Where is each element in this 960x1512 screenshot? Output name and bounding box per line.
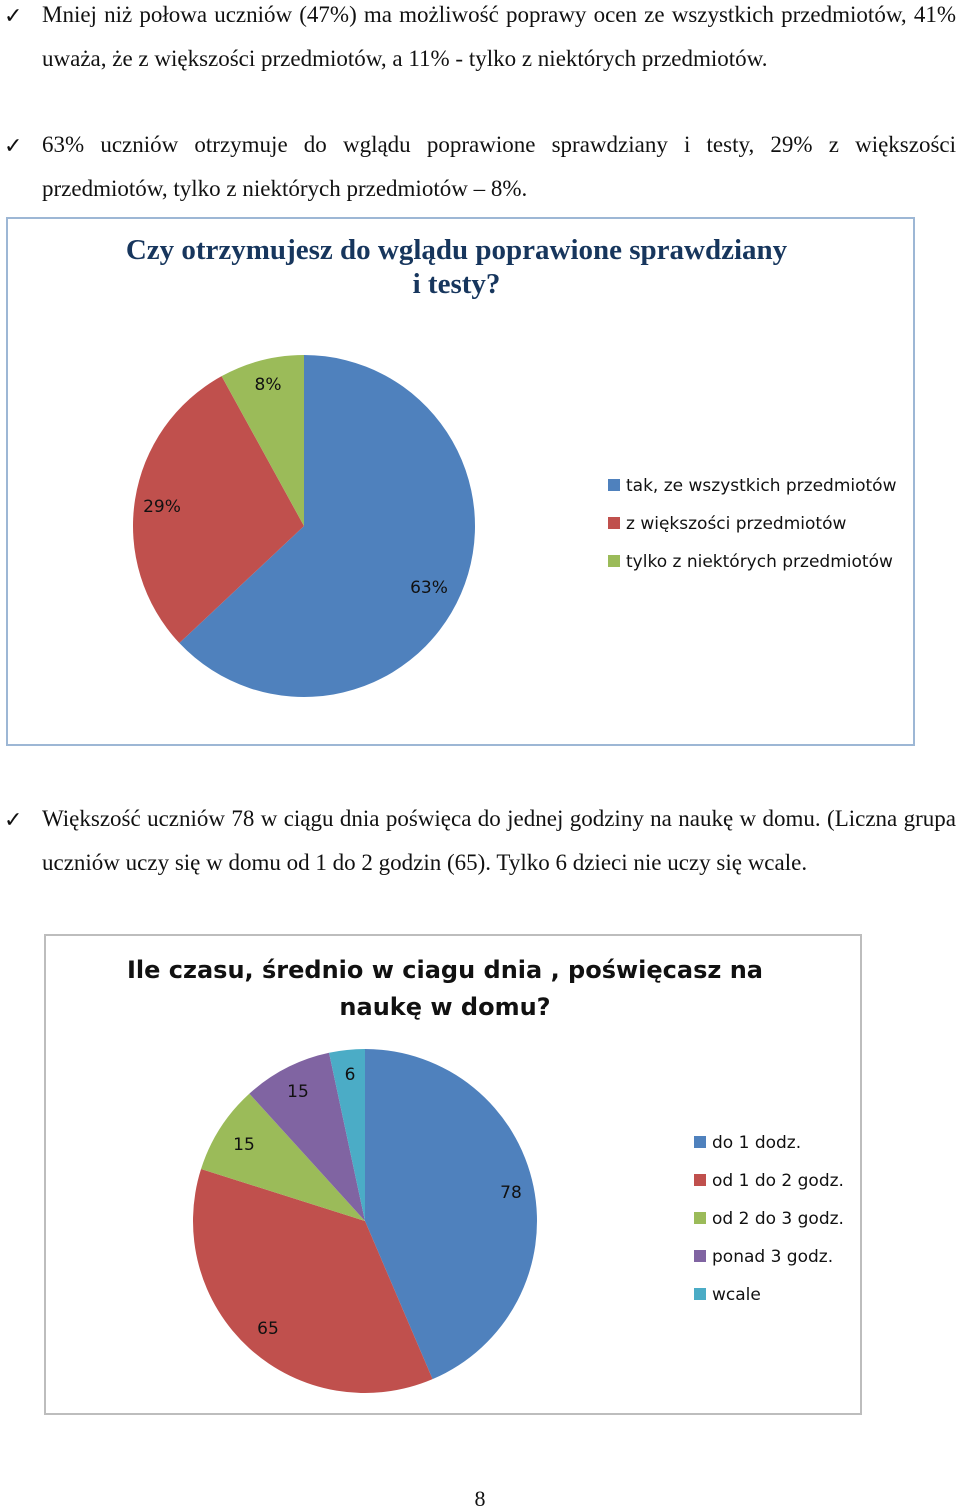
legend-swatch: [608, 555, 620, 567]
data-label-3: 15: [233, 1135, 255, 1155]
checkmark-icon: ✓: [4, 4, 23, 29]
legend-swatch: [694, 1212, 706, 1224]
legend-item: do 1 dodz.: [694, 1133, 801, 1153]
chart-study-time: Ile czasu, średnio w ciagu dnia , poświę…: [44, 934, 862, 1415]
legend-item: z większości przedmiotów: [608, 514, 846, 534]
legend-swatch: [694, 1136, 706, 1148]
data-label-4: 15: [287, 1082, 309, 1102]
chart-title: Ile czasu, średnio w ciagu dnia , poświę…: [36, 952, 854, 1026]
legend-label: z większości przedmiotów: [626, 514, 847, 534]
chart-title-line-1: Ile czasu, średnio w ciagu dnia , poświę…: [126, 956, 763, 984]
pie-chart: 63% 29% 8%: [133, 355, 476, 697]
pie-chart: 78 65 15 15 6: [193, 1049, 537, 1393]
chart-title-line-2: i testy?: [412, 268, 501, 300]
legend-label: tak, ze wszystkich przedmiotów: [626, 476, 897, 496]
chart-title-line-1: Czy otrzymujesz do wglądu poprawione spr…: [125, 234, 788, 266]
data-label-3: 8%: [255, 375, 282, 395]
legend-item: wcale: [694, 1285, 761, 1305]
chart-title-line-2: naukę w domu?: [339, 993, 551, 1021]
page-number: 8: [474, 1486, 486, 1511]
data-label-1: 78: [500, 1183, 522, 1203]
legend-swatch: [694, 1250, 706, 1262]
legend-label: od 2 do 3 godz.: [712, 1209, 844, 1229]
paragraph-text: Większość uczniów 78 w ciągu dnia poświę…: [42, 806, 956, 875]
legend-item: od 2 do 3 godz.: [694, 1209, 844, 1229]
pie-slice-2: [133, 376, 304, 644]
pie-slice-3: [201, 1093, 365, 1221]
legend-item: tylko z niektórych przedmiotów: [608, 552, 893, 572]
legend-item: od 1 do 2 godz.: [694, 1171, 844, 1191]
legend-item: ponad 3 godz.: [694, 1247, 833, 1267]
legend-label: od 1 do 2 godz.: [712, 1171, 844, 1191]
legend-swatch: [608, 479, 620, 491]
legend-label: tylko z niektórych przedmiotów: [626, 552, 893, 572]
legend-swatch: [608, 517, 620, 529]
data-label-5: 6: [345, 1065, 356, 1085]
legend-swatch: [694, 1288, 706, 1300]
data-label-2: 65: [257, 1319, 279, 1339]
legend-label: do 1 dodz.: [712, 1133, 802, 1153]
chart-corrected-tests: Czy otrzymujesz do wglądu poprawione spr…: [6, 217, 915, 746]
legend-item: tak, ze wszystkich przedmiotów: [608, 476, 897, 496]
paragraph-text: Mniej niż połowa uczniów (47%) ma możliw…: [42, 2, 956, 71]
pie-slice-3: [221, 355, 304, 526]
pie-slice-5: [329, 1049, 365, 1221]
legend-label: ponad 3 godz.: [712, 1247, 834, 1267]
pie-slice-2: [193, 1168, 433, 1393]
chart-title: Czy otrzymujesz do wglądu poprawione spr…: [2, 233, 911, 301]
data-label-2: 29%: [143, 497, 181, 517]
checkmark-icon: ✓: [4, 808, 23, 833]
pie-slice-1: [365, 1049, 537, 1380]
checkmark-icon: ✓: [4, 134, 23, 159]
pie-slice-1: [179, 355, 476, 697]
pie-slice-4: [249, 1052, 365, 1221]
legend-label: wcale: [712, 1285, 761, 1305]
legend-swatch: [694, 1174, 706, 1186]
paragraph-text: 63% uczniów otrzymuje do wglądu poprawio…: [42, 132, 956, 201]
data-label-1: 63%: [410, 578, 448, 598]
